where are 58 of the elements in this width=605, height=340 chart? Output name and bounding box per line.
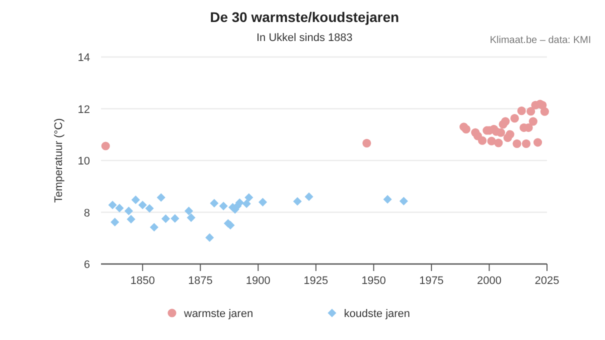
point bbox=[533, 138, 542, 147]
point bbox=[540, 107, 549, 116]
legend-label: warmste jaren bbox=[183, 308, 254, 320]
point bbox=[170, 214, 180, 223]
point bbox=[304, 192, 314, 202]
chart-title: De 30 warmste/koudstejaren bbox=[210, 9, 400, 25]
text: Klimaat.be – data: KMI bbox=[490, 35, 591, 46]
point bbox=[362, 138, 372, 148]
x-tick-label: 1950 bbox=[361, 275, 386, 287]
point bbox=[126, 214, 136, 224]
point bbox=[510, 114, 519, 123]
point bbox=[150, 222, 158, 232]
point bbox=[501, 117, 510, 126]
point bbox=[184, 206, 194, 216]
y-tick-label: 8 bbox=[84, 207, 90, 220]
point bbox=[487, 136, 496, 146]
point bbox=[293, 197, 302, 206]
point bbox=[494, 138, 503, 148]
point bbox=[145, 204, 154, 213]
x-tick-label: 1925 bbox=[304, 275, 328, 287]
y-axis-title: Temperatuur (°C) bbox=[53, 118, 65, 203]
point bbox=[131, 196, 140, 204]
x-tick-label: 2000 bbox=[476, 275, 502, 287]
point bbox=[110, 218, 120, 226]
point bbox=[161, 214, 170, 224]
x-tick-label: 1900 bbox=[246, 275, 270, 287]
y-tick-label: 10 bbox=[78, 156, 90, 168]
point bbox=[517, 106, 526, 116]
point bbox=[219, 202, 228, 210]
point bbox=[383, 195, 392, 204]
y-tick-label: 14 bbox=[78, 52, 90, 64]
point bbox=[101, 142, 110, 150]
point bbox=[115, 204, 124, 212]
point bbox=[528, 117, 538, 126]
point bbox=[242, 199, 251, 208]
point bbox=[210, 198, 219, 208]
point bbox=[506, 130, 514, 139]
point bbox=[138, 200, 147, 210]
x-tick-label: 1850 bbox=[130, 275, 155, 287]
x-tick-label: 1975 bbox=[419, 275, 444, 287]
y-tick-label: 12 bbox=[78, 104, 90, 116]
point bbox=[258, 198, 268, 206]
point bbox=[478, 136, 487, 145]
point bbox=[399, 196, 408, 206]
legend-label: koudste jaren bbox=[344, 308, 410, 320]
x-tick-label: 2025 bbox=[534, 275, 560, 287]
point bbox=[522, 139, 530, 148]
chart-subtitle: In Ukkel sinds 1883 bbox=[256, 32, 352, 44]
point bbox=[124, 206, 134, 216]
point bbox=[244, 193, 254, 202]
point bbox=[512, 139, 522, 148]
point bbox=[186, 213, 196, 222]
point bbox=[526, 107, 536, 116]
point bbox=[156, 193, 166, 202]
point bbox=[108, 200, 117, 210]
point bbox=[205, 233, 214, 242]
y-tick-label: 6 bbox=[84, 259, 90, 271]
x-tick-label: 1875 bbox=[188, 275, 213, 287]
